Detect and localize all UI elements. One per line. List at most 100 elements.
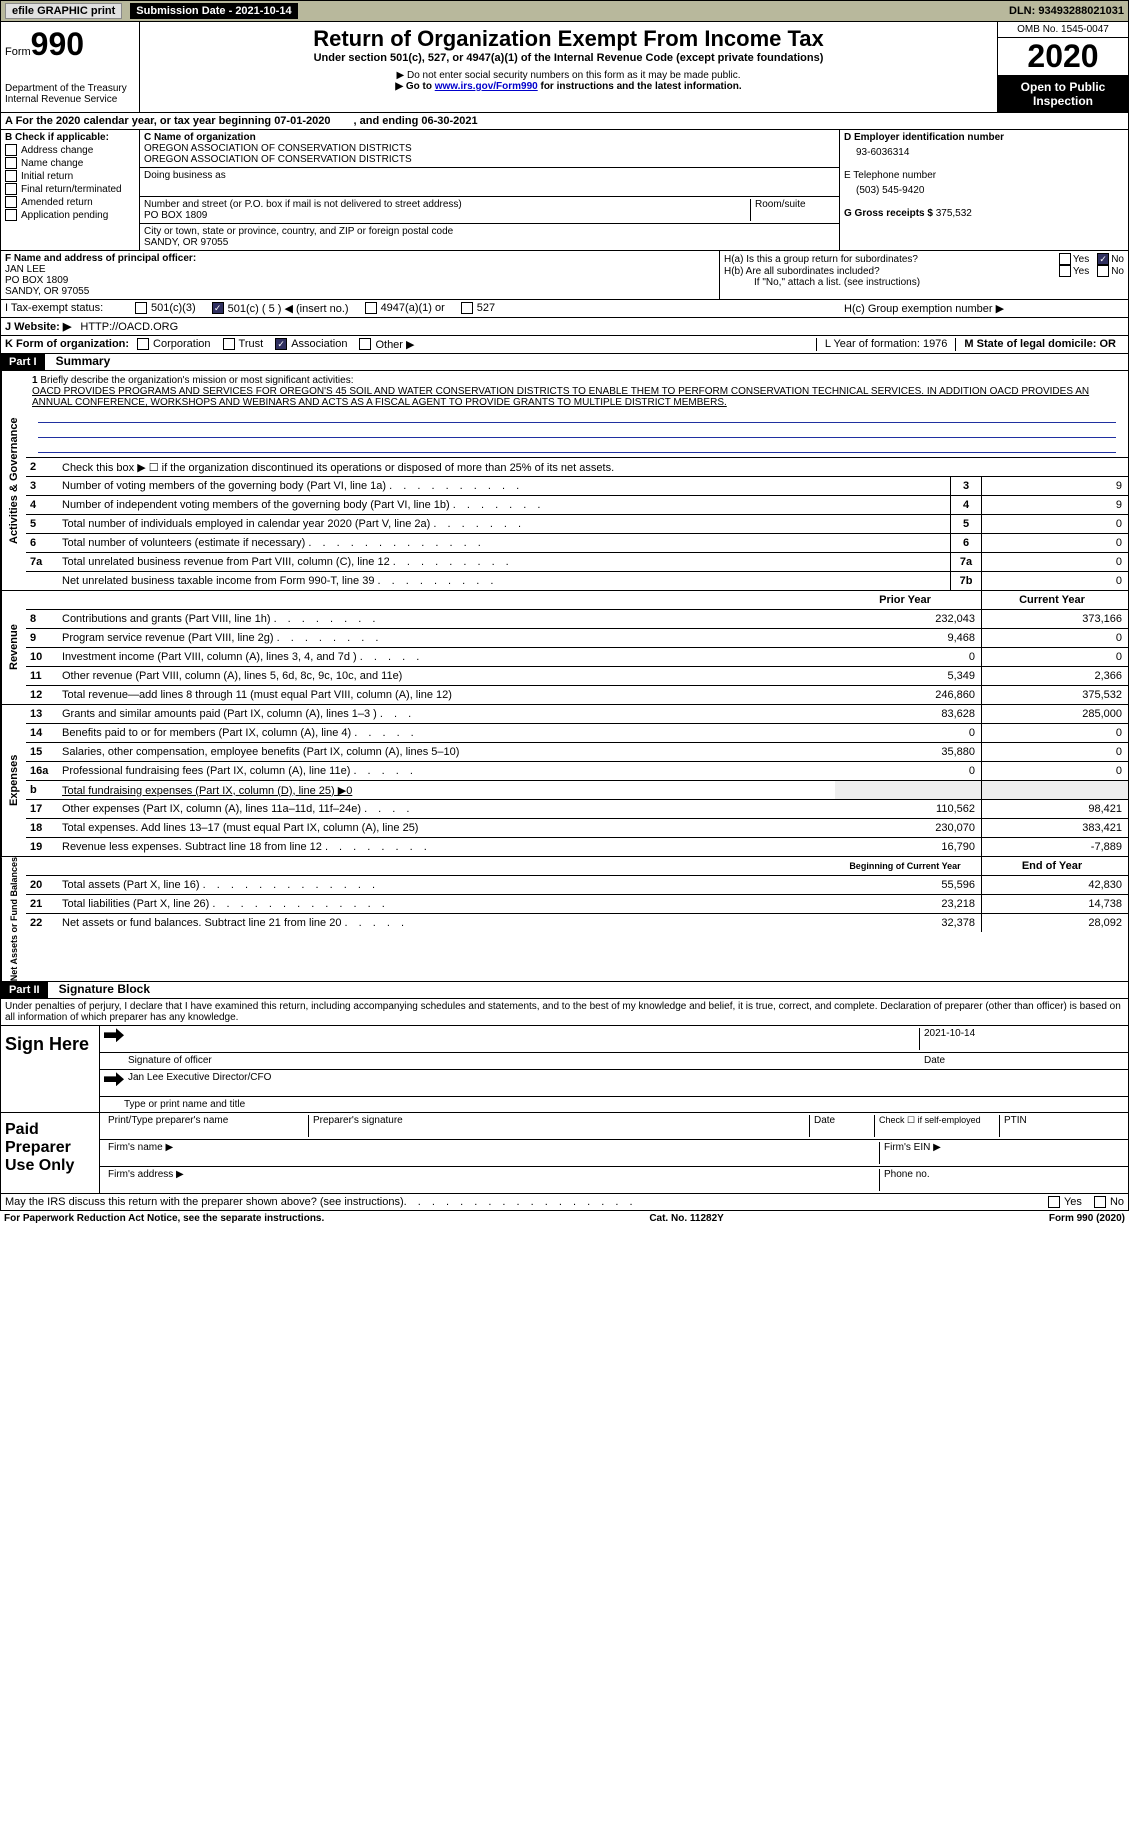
lbl-final: Final return/terminated	[21, 184, 122, 195]
cb-amended[interactable]	[5, 196, 17, 208]
lbl-name: Name change	[21, 158, 83, 169]
form-title: Return of Organization Exempt From Incom…	[144, 26, 993, 52]
d-label: D Employer identification number	[844, 132, 1124, 143]
lbl-app: Application pending	[21, 210, 108, 221]
cb-corp[interactable]	[137, 338, 149, 350]
v3: 9	[982, 477, 1128, 495]
room-label: Room/suite	[751, 199, 835, 221]
ptin: PTIN	[1000, 1115, 1124, 1137]
note-link: ▶ Go to www.irs.gov/Form990 for instruct…	[144, 81, 993, 92]
p15: 35,880	[835, 743, 982, 761]
section-fh: F Name and address of principal officer:…	[0, 251, 1129, 300]
note2-pre: ▶ Go to	[395, 81, 434, 92]
p9: 9,468	[835, 629, 982, 647]
v7b: 0	[982, 572, 1128, 590]
cb-discuss-yes[interactable]	[1048, 1196, 1060, 1208]
k-corp: Corporation	[153, 338, 210, 351]
f-name: JAN LEE	[5, 264, 715, 275]
sign-here: Sign Here	[1, 1026, 100, 1112]
cb-ha-yes[interactable]	[1059, 253, 1071, 265]
cb-initial[interactable]	[5, 170, 17, 182]
discuss-label: May the IRS discuss this return with the…	[5, 1196, 404, 1208]
p14: 0	[835, 724, 982, 742]
ein-val: 93-6036314	[856, 147, 1124, 158]
f-street: PO BOX 1809	[5, 275, 715, 286]
c19: -7,889	[982, 838, 1128, 856]
footer-form: Form 990 (2020)	[1049, 1213, 1125, 1224]
exp-block: Expenses 13Grants and similar amounts pa…	[0, 705, 1129, 857]
q8: Contributions and grants (Part VIII, lin…	[62, 613, 271, 625]
col-de: D Employer identification number 93-6036…	[840, 130, 1128, 250]
vert-gov: Activities & Governance	[1, 371, 26, 590]
col-h: H(a) Is this a group return for subordin…	[720, 251, 1128, 299]
cb-hb-no[interactable]	[1097, 265, 1109, 277]
note-ssn: ▶ Do not enter social security numbers o…	[144, 70, 993, 81]
c14: 0	[982, 724, 1128, 742]
city-val: SANDY, OR 97055	[144, 237, 835, 248]
p21: 23,218	[835, 895, 982, 913]
cb-final[interactable]	[5, 183, 17, 195]
firm-ein: Firm's EIN ▶	[879, 1142, 1124, 1164]
cb-527[interactable]	[461, 302, 473, 314]
net-block: Net Assets or Fund Balances Beginning of…	[0, 857, 1129, 982]
cb-name[interactable]	[5, 157, 17, 169]
ha-yes: Yes	[1073, 254, 1089, 265]
q1: Briefly describe the organization's miss…	[40, 375, 353, 386]
part2-hdr: Part II	[1, 982, 48, 998]
form-number: Form990	[5, 26, 135, 63]
v6: 0	[982, 534, 1128, 552]
g-amount: 375,532	[936, 208, 972, 219]
form-word: Form	[5, 46, 31, 58]
p19: 16,790	[835, 838, 982, 856]
cb-hb-yes[interactable]	[1059, 265, 1071, 277]
discuss-no: No	[1110, 1196, 1124, 1208]
cb-other[interactable]	[359, 338, 371, 350]
gov-block: Activities & Governance 1 Briefly descri…	[0, 371, 1129, 591]
sig-date-val: 2021-10-14	[919, 1028, 1124, 1050]
city-label: City or town, state or province, country…	[144, 226, 835, 237]
cb-app[interactable]	[5, 209, 17, 221]
open-public: Open to Public Inspection	[998, 76, 1128, 112]
c8: 373,166	[982, 610, 1128, 628]
p16a: 0	[835, 762, 982, 780]
lbl-addr: Address change	[21, 145, 93, 156]
check-self: Check ☐ if self-employed	[875, 1115, 1000, 1137]
v5: 0	[982, 515, 1128, 533]
sign-here-block: Sign Here 2021-10-14 Signature of office…	[0, 1026, 1129, 1113]
e-label: E Telephone number	[844, 170, 1124, 181]
note2-post: for instructions and the latest informat…	[538, 81, 742, 92]
cb-501c3[interactable]	[135, 302, 147, 314]
cb-assoc[interactable]	[275, 338, 287, 350]
dept-treasury: Department of the Treasury	[5, 83, 135, 94]
part2-header: Part II Signature Block	[0, 982, 1129, 999]
c-label: C Name of organization	[144, 132, 835, 143]
p12: 246,860	[835, 686, 982, 704]
hdr-end: End of Year	[982, 857, 1128, 875]
b-title: B Check if applicable:	[5, 132, 135, 143]
cb-501c[interactable]	[212, 302, 224, 314]
c22: 28,092	[982, 914, 1128, 932]
q15: Salaries, other compensation, employee b…	[58, 744, 835, 760]
c11: 2,366	[982, 667, 1128, 685]
cb-addr[interactable]	[5, 144, 17, 156]
q7b: Net unrelated business taxable income fr…	[62, 575, 374, 587]
q13: Grants and similar amounts paid (Part IX…	[62, 708, 377, 720]
p11: 5,349	[835, 667, 982, 685]
cb-4947[interactable]	[365, 302, 377, 314]
efile-label[interactable]: efile GRAPHIC print	[5, 3, 122, 19]
cb-discuss-no[interactable]	[1094, 1196, 1106, 1208]
hb-yes: Yes	[1073, 266, 1089, 277]
q4: Number of independent voting members of …	[62, 499, 450, 511]
q19: Revenue less expenses. Subtract line 18 …	[62, 841, 322, 853]
v4: 9	[982, 496, 1128, 514]
prep-date: Date	[810, 1115, 875, 1137]
i-label: I Tax-exempt status:	[5, 302, 135, 315]
irs-link[interactable]: www.irs.gov/Form990	[435, 81, 538, 92]
c10: 0	[982, 648, 1128, 666]
form-num: 990	[31, 26, 84, 62]
hb-note: If "No," attach a list. (see instruction…	[754, 277, 1124, 288]
cb-ha-no[interactable]	[1097, 253, 1109, 265]
cb-trust[interactable]	[223, 338, 235, 350]
row-j: J Website: ▶ HTTP://OACD.ORG	[0, 318, 1129, 336]
lbl-initial: Initial return	[21, 171, 73, 182]
